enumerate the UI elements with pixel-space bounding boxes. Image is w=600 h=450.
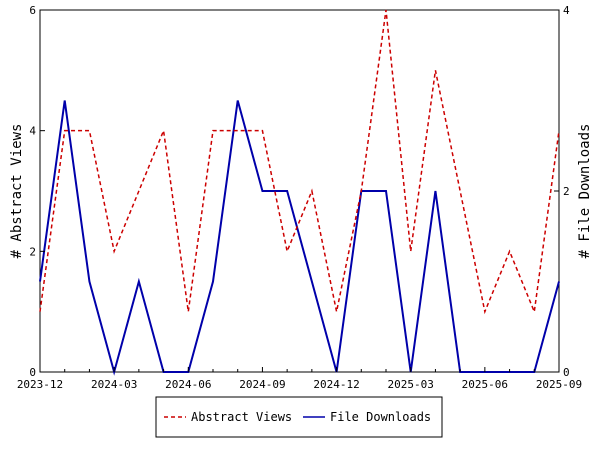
x-tick-label: 2023-12 (17, 378, 63, 391)
x-tick-label: 2025-03 (388, 378, 434, 391)
y-tick-label-right: 0 (563, 366, 570, 379)
series-line-abstract-views (39, 9, 560, 315)
x-tick-label: 2024-09 (239, 378, 285, 391)
y-tick-label-right: 4 (563, 4, 570, 17)
plot-area (39, 9, 560, 373)
ticks-layer: 2023-12 2024-03 2024-06 2024-09 2024-12 2025-… (17, 4, 582, 391)
plot-frame (39, 9, 560, 373)
y-tick-label-left: 2 (29, 245, 36, 258)
y-axis-title-left: # Abstract Views (9, 124, 25, 259)
x-tick-label: 2025-06 (462, 378, 508, 391)
legend: Abstract Views File Downloads (155, 396, 443, 438)
x-tick-label: 2024-12 (313, 378, 359, 391)
y-tick-label-right: 2 (563, 185, 570, 198)
y-tick-label-left: 6 (29, 4, 36, 17)
y-tick-label-left: 0 (29, 366, 36, 379)
y-axis-title-right: # File Downloads (577, 124, 593, 259)
series-layer (39, 9, 560, 376)
legend-box (155, 396, 443, 438)
series-line-file-downloads (39, 100, 560, 376)
y-tick-label-left: 4 (29, 125, 36, 138)
x-tick-label: 2024-06 (165, 378, 211, 391)
legend-label-abstract-views: Abstract Views (191, 410, 292, 424)
x-tick-label: 2025-09 (536, 378, 582, 391)
legend-label-file-downloads: File Downloads (330, 410, 431, 424)
x-tick-label: 2024-03 (91, 378, 137, 391)
